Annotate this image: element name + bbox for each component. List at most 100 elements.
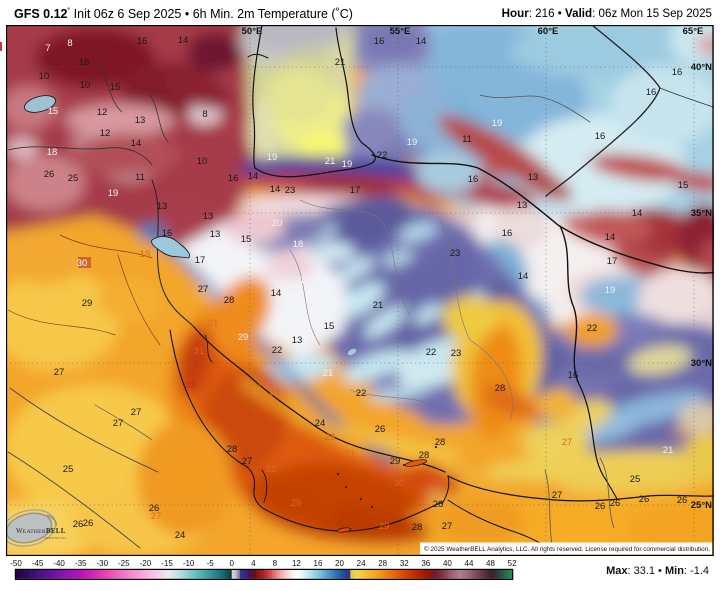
svg-text:24: 24 [357, 559, 366, 568]
svg-text:18: 18 [79, 57, 90, 68]
svg-text:16: 16 [568, 370, 579, 381]
svg-text:33: 33 [185, 380, 196, 391]
svg-text:31: 31 [266, 464, 277, 475]
svg-text:55°E: 55°E [390, 26, 411, 37]
svg-text:65°E: 65°E [683, 26, 704, 37]
svg-text:40°N: 40°N [691, 62, 712, 73]
svg-text:23: 23 [451, 348, 462, 359]
svg-text:17: 17 [195, 255, 206, 266]
svg-text:16: 16 [137, 36, 148, 47]
svg-text:26: 26 [44, 169, 55, 180]
svg-text:32: 32 [400, 559, 409, 568]
svg-text:40: 40 [443, 559, 452, 568]
svg-text:26: 26 [83, 518, 94, 529]
svg-text:28: 28 [378, 559, 387, 568]
svg-text:27: 27 [562, 437, 573, 448]
svg-text:29: 29 [379, 521, 390, 532]
svg-text:48: 48 [486, 559, 495, 568]
svg-text:21: 21 [323, 368, 334, 379]
svg-text:21: 21 [325, 156, 336, 167]
svg-text:15: 15 [48, 106, 59, 117]
svg-text:20: 20 [272, 218, 283, 229]
svg-text:13: 13 [203, 211, 214, 222]
svg-text:-25: -25 [118, 559, 130, 568]
svg-text:21: 21 [335, 57, 346, 68]
svg-text:15: 15 [241, 234, 252, 245]
svg-text:8: 8 [67, 38, 72, 49]
svg-text:27: 27 [113, 418, 124, 429]
svg-text:ANALYTICS LLC: ANALYTICS LLC [44, 536, 67, 540]
svg-text:29: 29 [390, 456, 401, 467]
svg-text:12: 12 [100, 128, 111, 139]
svg-text:24: 24 [315, 418, 326, 429]
svg-text:21: 21 [373, 300, 384, 311]
svg-text:26: 26 [375, 424, 386, 435]
svg-text:24: 24 [175, 530, 186, 541]
svg-text:27: 27 [198, 284, 209, 295]
svg-text:10: 10 [197, 156, 208, 167]
svg-text:-20: -20 [140, 559, 152, 568]
svg-text:19: 19 [342, 159, 353, 170]
svg-text:27: 27 [242, 456, 253, 467]
svg-text:28: 28 [224, 295, 235, 306]
svg-text:12: 12 [97, 107, 108, 118]
svg-text:10: 10 [80, 80, 91, 91]
svg-text:13: 13 [157, 201, 168, 212]
svg-text:31: 31 [194, 346, 205, 357]
svg-text:14: 14 [416, 36, 427, 47]
svg-text:12: 12 [292, 559, 301, 568]
svg-text:28: 28 [495, 383, 506, 394]
svg-text:WEATHERBELL: WEATHERBELL [16, 527, 66, 535]
svg-text:14: 14 [131, 138, 142, 149]
svg-text:19: 19 [140, 249, 151, 260]
svg-text:-50: -50 [10, 559, 22, 568]
svg-text:-5: -5 [207, 559, 215, 568]
svg-text:-10: -10 [183, 559, 195, 568]
svg-text:14: 14 [270, 184, 281, 195]
svg-text:21: 21 [663, 445, 674, 456]
svg-text:-15: -15 [161, 559, 173, 568]
svg-text:25°N: 25°N [691, 500, 712, 511]
svg-text:27: 27 [442, 521, 453, 532]
svg-text:16: 16 [162, 228, 173, 239]
svg-text:30°N: 30°N [691, 358, 712, 369]
svg-text:36: 36 [421, 559, 430, 568]
svg-text:26: 26 [73, 519, 84, 530]
svg-text:26: 26 [639, 494, 650, 505]
svg-text:-45: -45 [32, 559, 44, 568]
svg-text:26: 26 [433, 499, 444, 510]
svg-text:22: 22 [587, 323, 598, 334]
svg-text:16: 16 [672, 67, 683, 78]
svg-text:16: 16 [228, 173, 239, 184]
svg-text:17: 17 [350, 185, 361, 196]
svg-text:32: 32 [256, 378, 267, 389]
svg-text:29: 29 [82, 298, 93, 309]
svg-text:8: 8 [202, 109, 207, 120]
svg-text:25: 25 [68, 173, 79, 184]
svg-text:15: 15 [324, 321, 335, 332]
svg-text:26: 26 [677, 495, 688, 506]
svg-text:27: 27 [151, 511, 162, 522]
svg-text:52: 52 [508, 559, 517, 568]
svg-text:11: 11 [135, 172, 145, 183]
svg-text:15: 15 [678, 180, 689, 191]
svg-text:19: 19 [407, 137, 418, 148]
svg-text:18: 18 [293, 239, 304, 250]
svg-text:29: 29 [291, 498, 302, 509]
svg-text:35°N: 35°N [691, 208, 712, 219]
svg-text:16: 16 [595, 131, 606, 142]
svg-text:-40: -40 [53, 559, 65, 568]
svg-text:23: 23 [450, 248, 461, 259]
svg-text:44: 44 [465, 559, 474, 568]
svg-text:30: 30 [77, 258, 88, 269]
svg-text:20: 20 [335, 559, 344, 568]
svg-text:19: 19 [267, 152, 278, 163]
svg-text:25: 25 [63, 464, 74, 475]
svg-text:31: 31 [345, 449, 356, 460]
svg-text:28: 28 [419, 450, 430, 461]
svg-text:26: 26 [149, 503, 160, 514]
svg-text:27: 27 [131, 407, 142, 418]
svg-text:28: 28 [435, 437, 446, 448]
svg-text:14: 14 [178, 35, 189, 46]
svg-text:13: 13 [210, 229, 221, 240]
